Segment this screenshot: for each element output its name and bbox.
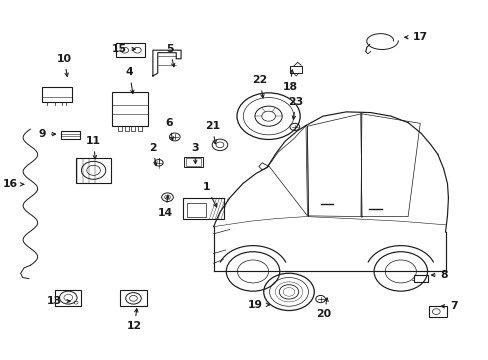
Text: 2: 2 — [149, 143, 157, 165]
Bar — [124, 126, 128, 131]
Text: 21: 21 — [204, 121, 219, 144]
Text: 17: 17 — [404, 32, 427, 42]
Text: 18: 18 — [282, 70, 297, 92]
Text: 19: 19 — [247, 300, 269, 310]
Text: 1: 1 — [202, 182, 216, 207]
Text: 15: 15 — [111, 44, 135, 54]
Bar — [183, 198, 224, 220]
Bar — [42, 87, 72, 102]
Text: 11: 11 — [86, 136, 101, 159]
Text: 10: 10 — [57, 54, 72, 76]
Text: 22: 22 — [252, 75, 267, 98]
Bar — [138, 126, 142, 131]
Text: 6: 6 — [165, 118, 173, 140]
Text: 16: 16 — [2, 179, 23, 189]
Text: 7: 7 — [440, 301, 457, 311]
Bar — [185, 158, 200, 166]
Text: 3: 3 — [190, 143, 198, 163]
Text: 9: 9 — [38, 129, 56, 139]
Bar — [131, 126, 135, 131]
Bar — [76, 158, 111, 183]
Text: 23: 23 — [287, 97, 303, 120]
Bar — [186, 203, 206, 217]
Bar — [116, 43, 144, 57]
Text: 5: 5 — [166, 44, 174, 67]
Bar — [120, 290, 147, 306]
Text: 20: 20 — [316, 298, 331, 319]
Text: 14: 14 — [158, 195, 173, 218]
Bar — [428, 306, 447, 317]
Bar — [111, 92, 148, 126]
Text: 13: 13 — [47, 296, 70, 306]
Text: 12: 12 — [126, 309, 142, 331]
Bar — [184, 157, 203, 167]
Text: 4: 4 — [125, 67, 134, 94]
Bar — [55, 290, 81, 306]
Bar — [413, 275, 427, 282]
Bar — [118, 126, 122, 131]
Text: 8: 8 — [430, 270, 447, 280]
Bar — [289, 66, 302, 73]
Bar — [61, 131, 80, 139]
